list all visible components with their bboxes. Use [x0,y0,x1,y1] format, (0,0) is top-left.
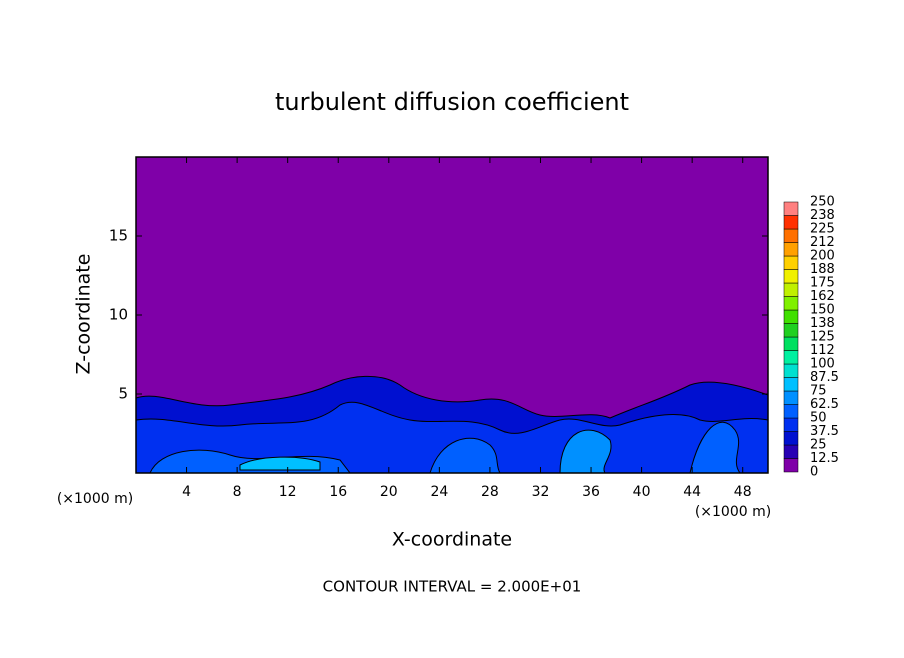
colorbar-label: 25 [810,438,827,453]
colorbar-label: 175 [810,276,835,291]
footer-note: CONTOUR INTERVAL = 2.000E+01 [323,578,582,596]
colorbar-label: 12.5 [810,451,839,466]
colorbar-swatch [783,390,799,405]
colorbar-swatch [783,201,799,216]
colorbar-swatch [783,444,799,459]
colorbar-swatch [783,336,799,351]
colorbar-swatch [783,255,799,270]
colorbar-swatch [783,269,799,284]
x-tick-label: 4 [182,484,191,500]
colorbar-swatch [783,417,799,432]
colorbar-swatch [783,323,799,338]
colorbar-swatch [783,363,799,378]
x-tick-label: 28 [481,484,499,500]
colorbar-swatch [783,431,799,446]
y-tick-label: 15 [109,227,128,245]
contour-region [429,437,501,474]
colorbar-label: 212 [810,235,835,250]
colorbar-label: 162 [810,289,835,304]
x-tick-label: 44 [683,484,701,500]
colorbar-label: 238 [810,208,835,223]
contour-region [689,421,742,474]
colorbar-swatch [783,309,799,324]
colorbar-label: 62.5 [810,397,839,412]
colorbar-label: 150 [810,303,835,318]
contour-region [559,429,612,474]
colorbar-label: 188 [810,262,835,277]
y-tick-label: 5 [118,385,128,403]
colorbar-swatch [783,215,799,230]
colorbar-label: 37.5 [810,424,839,439]
x-tick-label: 32 [532,484,550,500]
x-tick-label: 12 [279,484,297,500]
x-tick-label: 16 [329,484,347,500]
colorbar-swatch [783,404,799,419]
x-tick-label: 40 [633,484,651,500]
x-tick-label: 48 [734,484,752,500]
x-tick-label: 8 [233,484,242,500]
colorbar-swatch [783,242,799,257]
x-tick-label: 36 [582,484,600,500]
colorbar-label: 50 [810,411,827,426]
colorbar-label: 225 [810,222,835,237]
colorbar-swatch [783,228,799,243]
colorbar-swatch [783,377,799,392]
x-axis-label: X-coordinate [392,529,512,551]
colorbar-label: 75 [810,384,827,399]
y-tick-label: 10 [109,306,128,324]
y-axis-label: Z-coordinate [73,254,95,375]
colorbar-label: 87.5 [810,370,839,385]
contour-region [239,456,321,471]
colorbar-label: 250 [810,195,835,210]
x-tick-label: 24 [430,484,448,500]
colorbar-swatch [783,458,799,473]
colorbar-label: 200 [810,249,835,264]
colorbar-label: 0 [810,465,818,480]
colorbar-label: 138 [810,316,835,331]
colorbar-label: 112 [810,343,835,358]
contour-region [135,401,769,474]
colorbar-swatch [783,296,799,311]
colorbar-swatch [783,282,799,297]
colorbar-label: 100 [810,357,835,372]
chart-title: turbulent diffusion coefficient [275,88,629,116]
colorbar-label: 125 [810,330,835,345]
x-unit-label: (×1000 m) [695,504,771,520]
colorbar-swatch [783,350,799,365]
x-tick-label: 20 [380,484,398,500]
x-unit-label: (×1000 m) [57,491,133,507]
